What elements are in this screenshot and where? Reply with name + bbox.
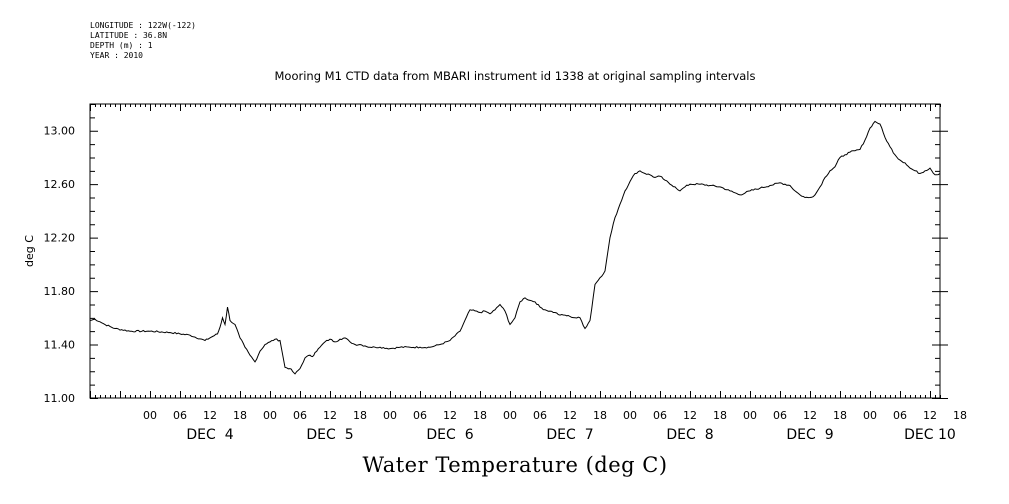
x-tick-label: 06	[653, 409, 667, 422]
longitude-text: LONGITUDE : 122W(-122)	[90, 21, 196, 30]
day-label: DEC 8	[666, 427, 713, 443]
y-tick-label: 11.80	[44, 285, 76, 298]
x-tick-label: 00	[623, 409, 637, 422]
day-labels: DEC 4 DEC 5 DEC 6 DEC 7 DEC 8 DEC 9 DEC 10	[186, 427, 955, 443]
x-tick-label: 18	[233, 409, 247, 422]
ticks-group	[90, 104, 948, 399]
x-tick-labels: 00 06 12 18 00 06 12 18 00 06 12 18 00 06 12 18 00 06 12 18…	[143, 409, 967, 422]
chart-title: Mooring M1 CTD data from MBARI instrumen…	[274, 69, 756, 83]
x-tick-label: 18	[713, 409, 727, 422]
x-tick-label: 00	[383, 409, 397, 422]
series-line	[89, 120, 941, 375]
x-tick-label: 12	[323, 409, 337, 422]
latitude-text: LATITUDE : 36.8N	[90, 31, 168, 40]
day-label: DEC 5	[306, 427, 353, 443]
plot-frame	[89, 103, 941, 399]
depth-text: DEPTH (m) : 1	[90, 41, 153, 50]
x-tick-label: 06	[773, 409, 787, 422]
y-tick-label: 12.20	[44, 232, 76, 245]
y-tick-label: 11.00	[44, 392, 76, 405]
day-label: DEC 7	[546, 427, 593, 443]
x-axis-title: Water Temperature (deg C)	[362, 453, 668, 477]
x-tick-label: 00	[743, 409, 757, 422]
y-tick-labels: 11.00 11.40 11.80 12.20 12.60 13.00	[44, 125, 76, 405]
x-tick-label: 12	[683, 409, 697, 422]
year-text: YEAR : 2010	[90, 51, 143, 60]
x-tick-label: 12	[563, 409, 577, 422]
y-tick-label: 12.60	[44, 178, 76, 191]
day-label: DEC 9	[786, 427, 833, 443]
y-axis-label: deg C	[23, 235, 36, 267]
x-tick-label: 12	[803, 409, 817, 422]
x-tick-label: 00	[503, 409, 517, 422]
day-label: DEC 4	[186, 427, 233, 443]
x-tick-label: 18	[833, 409, 847, 422]
x-tick-label: 06	[293, 409, 307, 422]
x-tick-label: 12	[443, 409, 457, 422]
day-label: DEC 6	[426, 427, 473, 443]
x-tick-label: 12	[923, 409, 937, 422]
day-label: DEC 10	[904, 427, 956, 443]
y-tick-label: 11.40	[44, 339, 76, 352]
x-tick-label: 00	[263, 409, 277, 422]
x-tick-label: 06	[893, 409, 907, 422]
x-tick-label: 18	[473, 409, 487, 422]
x-tick-label: 06	[173, 409, 187, 422]
x-tick-label: 18	[353, 409, 367, 422]
y-tick-label: 13.00	[44, 125, 76, 138]
x-tick-label: 00	[863, 409, 877, 422]
x-tick-label: 06	[533, 409, 547, 422]
x-tick-label: 00	[143, 409, 157, 422]
x-tick-label: 06	[413, 409, 427, 422]
x-tick-label: 12	[203, 409, 217, 422]
x-tick-label: 18	[953, 409, 967, 422]
metadata-block: LONGITUDE : 122W(-122) LATITUDE : 36.8N …	[90, 21, 196, 61]
x-tick-label: 18	[593, 409, 607, 422]
axis-ticks	[90, 104, 948, 399]
